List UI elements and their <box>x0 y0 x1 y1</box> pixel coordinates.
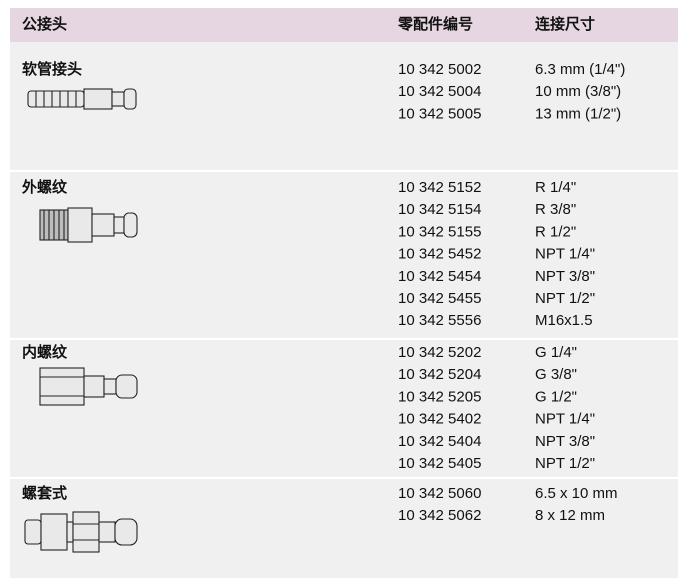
connection-size: R 1/4" <box>535 179 576 196</box>
connection-size: R 1/2" <box>535 223 576 240</box>
part-number: 10 342 5062 <box>398 507 481 524</box>
part-number: 10 342 5205 <box>398 388 481 405</box>
male-thread-icon <box>39 207 138 243</box>
hose-fitting-icon <box>27 88 137 110</box>
part-number: 10 342 5202 <box>398 344 481 361</box>
part-number: 10 342 5204 <box>398 366 481 383</box>
section-name: 软管接头 <box>22 60 82 78</box>
connection-size: 10 mm (3/8") <box>535 83 621 100</box>
header-part-no: 零配件编号 <box>397 15 473 33</box>
connection-size: 13 mm (1/2") <box>535 105 621 122</box>
female-thread-icon <box>39 367 138 406</box>
header-title: 公接头 <box>22 15 67 33</box>
connection-size: R 3/8" <box>535 201 576 218</box>
section-name: 内螺纹 <box>22 343 68 361</box>
connection-size: 6.3 mm (1/4") <box>535 61 625 78</box>
connection-size: 8 x 12 mm <box>535 507 605 524</box>
part-number: 10 342 5155 <box>398 223 481 240</box>
part-number: 10 342 5402 <box>398 411 481 428</box>
part-number: 10 342 5060 <box>398 485 481 502</box>
connection-size: NPT 1/4" <box>535 411 595 428</box>
section-name: 螺套式 <box>22 484 67 502</box>
connection-size: NPT 1/2" <box>535 455 595 472</box>
connection-size: 6.5 x 10 mm <box>535 485 618 502</box>
connection-size: NPT 3/8" <box>535 433 595 450</box>
part-number: 10 342 5404 <box>398 433 481 450</box>
connection-size: NPT 1/2" <box>535 290 595 307</box>
part-number: 10 342 5005 <box>398 105 481 122</box>
connection-size: NPT 1/4" <box>535 246 595 263</box>
header-bar <box>10 8 678 42</box>
connection-size: G 1/4" <box>535 344 577 361</box>
table-body <box>10 42 678 578</box>
part-number: 10 342 5452 <box>398 246 481 263</box>
part-number: 10 342 5154 <box>398 201 481 218</box>
connection-size: M16x1.5 <box>535 312 593 329</box>
section-name: 外螺纹 <box>21 178 68 196</box>
part-number: 10 342 5455 <box>398 290 481 307</box>
part-number: 10 342 5002 <box>398 61 481 78</box>
connection-size: G 3/8" <box>535 366 577 383</box>
compression-fitting-icon <box>24 511 138 553</box>
header-size: 连接尺寸 <box>535 15 595 33</box>
part-number: 10 342 5556 <box>398 312 481 329</box>
connection-size: NPT 3/8" <box>535 268 595 285</box>
connection-size: G 1/2" <box>535 388 577 405</box>
part-number: 10 342 5004 <box>398 83 481 100</box>
part-number: 10 342 5405 <box>398 455 481 472</box>
part-number: 10 342 5152 <box>398 179 481 196</box>
part-number: 10 342 5454 <box>398 268 481 285</box>
